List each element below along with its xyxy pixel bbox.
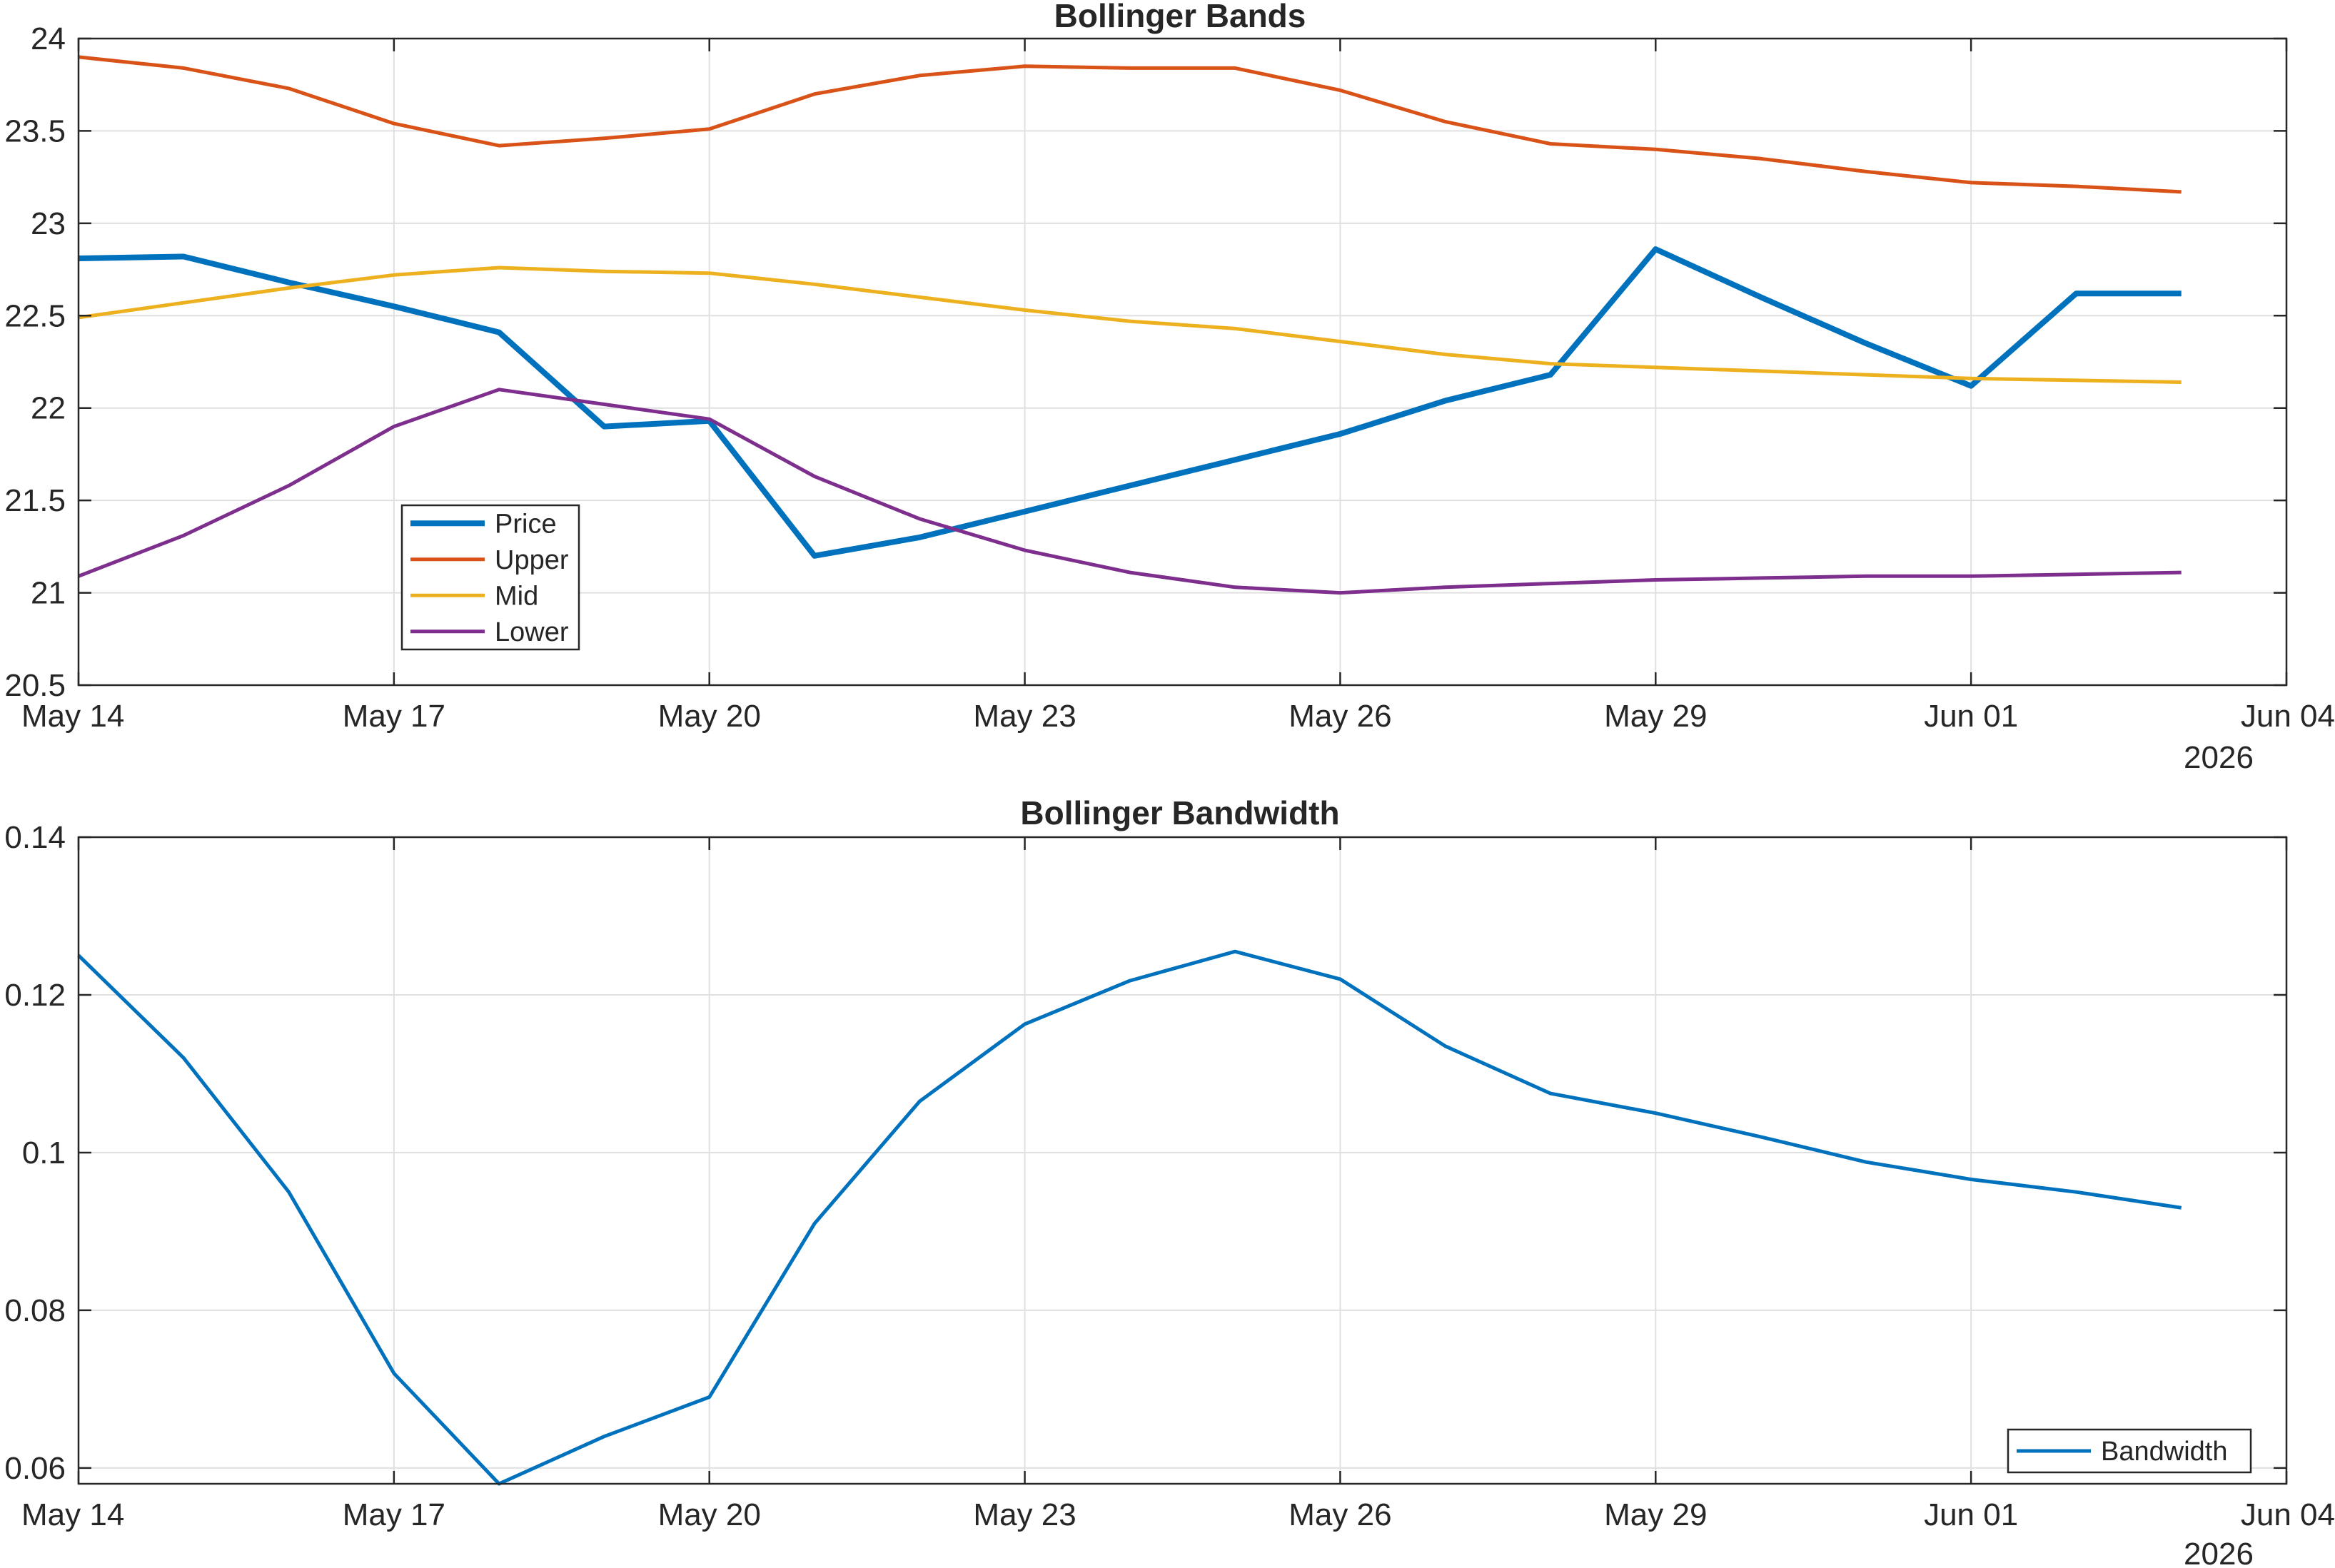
legend: Bandwidth [2007,1428,2252,1474]
y-tick-label: 21.5 [4,483,66,518]
x-year-label: 2026 [2184,740,2254,775]
x-tick-label: Jun 04 [2241,699,2335,734]
chart-title: Bollinger Bandwidth [1020,794,1339,831]
x-tick-label: May 26 [1288,699,1391,734]
series-lines [78,55,2182,595]
x-tick-label: May 29 [1604,699,1707,734]
legend-box [400,504,580,651]
x-tick-label: May 20 [658,1497,761,1532]
axes-box [77,37,2288,687]
y-tick-labels: 20.5 21 21.5 22 22.5 23 23.5 24 [4,21,66,703]
x-tick-label: May 14 [21,1497,124,1532]
legend-label-mid: Mid [495,581,538,611]
y-tick-label: 0.14 [4,820,66,855]
x-tick-label: May 29 [1604,1497,1707,1532]
x-tick-labels: May 14 May 17 May 20 May 23 May 26 May 29 Jun … [21,699,2335,734]
y-tick-label: 20.5 [4,668,66,703]
y-tick-label: 0.06 [4,1451,66,1486]
legend-label-upper: Upper [495,545,569,575]
legend-label-price: Price [495,509,557,539]
x-tick-label: May 17 [343,1497,445,1532]
legend: Price Upper Mid Lower [400,504,580,651]
series-line-bandwidth [77,949,2182,1486]
x-tick-label: May 20 [658,699,761,734]
y-tick-label: 22 [31,391,66,426]
x-tick-label: May 26 [1288,1497,1391,1532]
y-tick-label: 0.08 [4,1293,66,1328]
y-tick-label: 22.5 [4,298,66,333]
series-lines [77,949,2182,1486]
y-tick-label: 0.12 [4,978,66,1013]
legend-label-lower: Lower [495,617,569,647]
y-tick-label: 0.1 [22,1135,66,1170]
y-tick-label: 21 [31,576,66,611]
x-year-label: 2026 [2184,1537,2254,1568]
axes-box [77,836,2288,1485]
x-tick-label: Jun 04 [2241,1497,2335,1532]
ticks [77,836,2288,1484]
x-tick-labels: May 14 May 17 May 20 May 23 May 26 May 29 Jun … [21,1497,2335,1532]
x-tick-label: May 23 [973,699,1076,734]
y-tick-label: 24 [31,21,66,56]
x-tick-label: May 23 [973,1497,1076,1532]
legend-label-bandwidth: Bandwidth [2101,1437,2227,1467]
chart-title: Bollinger Bands [1054,0,1306,34]
bollinger-bands-chart: Bollinger Bands May 14 May 17 May 20 May 23… [4,0,2335,775]
series-line-upper [78,55,2182,194]
grid [79,837,2286,1484]
series-line-mid [78,265,2182,384]
ticks [77,37,2288,687]
x-tick-label: Jun 01 [1924,699,2018,734]
y-tick-label: 23 [31,206,66,241]
x-tick-label: Jun 01 [1924,1497,2018,1532]
x-tick-label: May 17 [343,699,445,734]
x-tick-label: May 14 [21,699,124,734]
y-tick-label: 23.5 [4,113,66,148]
y-tick-labels: 0.06 0.08 0.1 0.12 0.14 [4,820,66,1486]
series-line-lower [78,388,2182,595]
series-line-price [78,246,2182,559]
bollinger-bandwidth-chart: Bollinger Bandwidth May 14 May 17 May 20 Ma… [4,794,2335,1568]
